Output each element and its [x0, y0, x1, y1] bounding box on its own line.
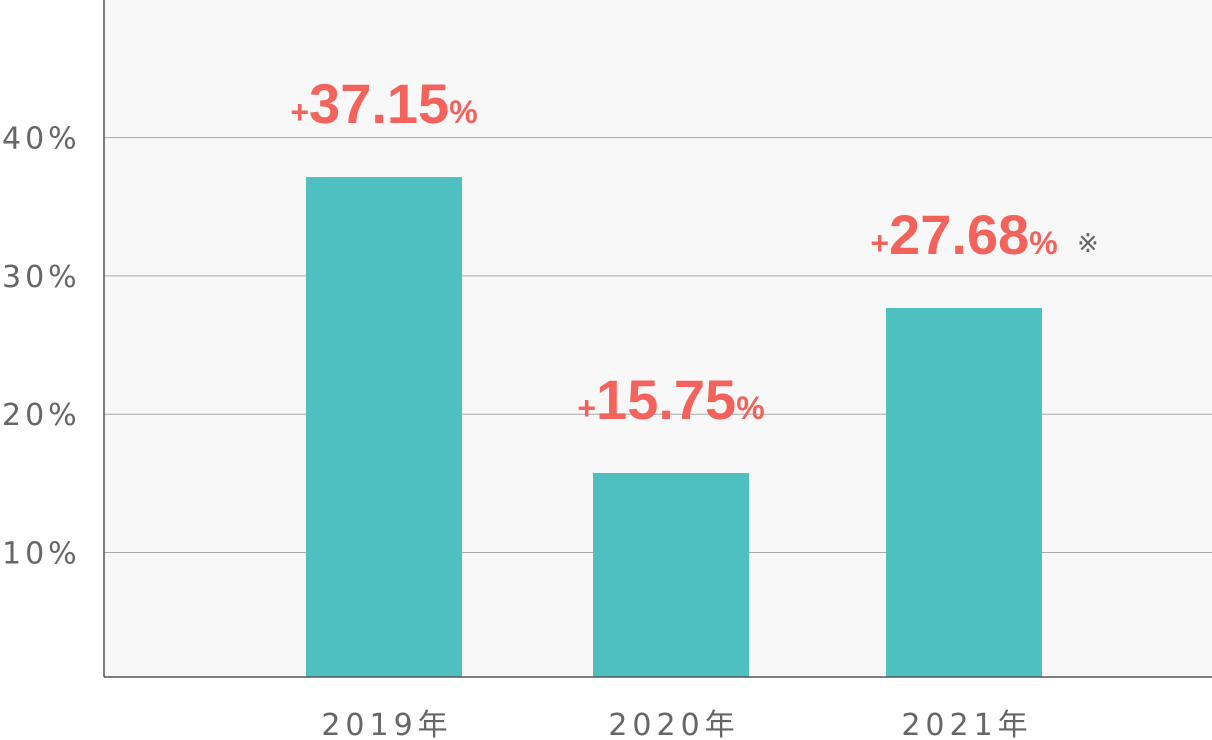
x-tick-label: 2021年 — [901, 708, 1032, 740]
y-tick-label: 10% — [2, 537, 81, 572]
data-label-plus: + — [290, 94, 309, 130]
x-tick-label: 2020年 — [608, 708, 739, 740]
data-label-value: 15.75 — [596, 368, 736, 431]
data-label-plus: + — [577, 390, 596, 426]
data-label-unit: % — [736, 390, 764, 426]
x-tick-label: 2019年 — [321, 708, 452, 740]
data-label: +37.15% — [290, 72, 477, 135]
bars — [306, 177, 1042, 677]
data-label-unit: % — [449, 94, 477, 130]
y-axis-tick-labels: 10% 20% 30% 40% — [2, 122, 81, 572]
data-label: +15.75% — [577, 368, 764, 431]
data-label-value: 37.15 — [309, 72, 449, 135]
bar-2019年 — [306, 177, 462, 677]
data-labels: +37.15%+15.75%+27.68% ※ — [290, 72, 1098, 431]
y-tick-label: 40% — [2, 122, 81, 157]
data-label-value: 27.68 — [889, 203, 1029, 266]
y-tick-label: 20% — [2, 398, 81, 433]
data-label-plus: + — [870, 225, 889, 261]
bar-2020年 — [593, 473, 749, 677]
data-label-unit: % — [1029, 225, 1057, 261]
data-label: +27.68% — [870, 203, 1057, 266]
bar-2021年 — [886, 308, 1042, 677]
x-axis-tick-labels: 2019年 2020年 2021年 — [321, 708, 1032, 740]
data-label-note: ※ — [1077, 229, 1099, 259]
y-tick-label: 30% — [2, 260, 81, 295]
